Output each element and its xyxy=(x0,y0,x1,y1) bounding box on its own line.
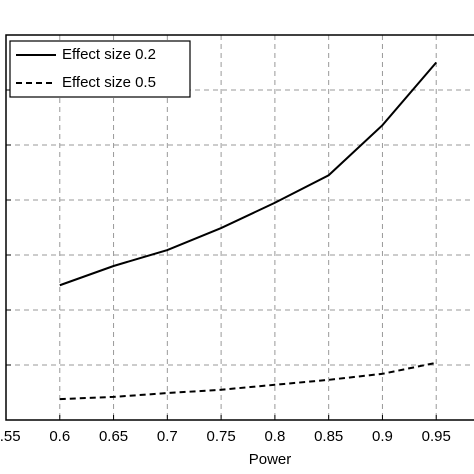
data-line xyxy=(59,361,437,401)
x-tick-label: 0.8 xyxy=(264,428,285,445)
x-tick-label: 0.6 xyxy=(49,428,70,445)
x-tick-label: 0.7 xyxy=(157,428,178,445)
x-tick-label: 0.65 xyxy=(99,428,128,445)
x-tick-label: 0.9 xyxy=(372,428,393,445)
x-tick-label: 0.95 xyxy=(422,428,451,445)
x-axis-label: Power xyxy=(249,451,292,468)
legend-box xyxy=(9,40,191,98)
legend: Effect size 0.2 Effect size 0.5 xyxy=(9,40,191,98)
legend-label: Effect size 0.5 xyxy=(62,74,156,91)
x-tick-label: 0.75 xyxy=(207,428,236,445)
x-tick-label: 0.85 xyxy=(314,428,343,445)
legend-label: Effect size 0.2 xyxy=(62,46,156,63)
plot-frame xyxy=(5,34,474,421)
data-line xyxy=(59,61,437,287)
x-tick-label: 0.55 xyxy=(0,428,21,445)
